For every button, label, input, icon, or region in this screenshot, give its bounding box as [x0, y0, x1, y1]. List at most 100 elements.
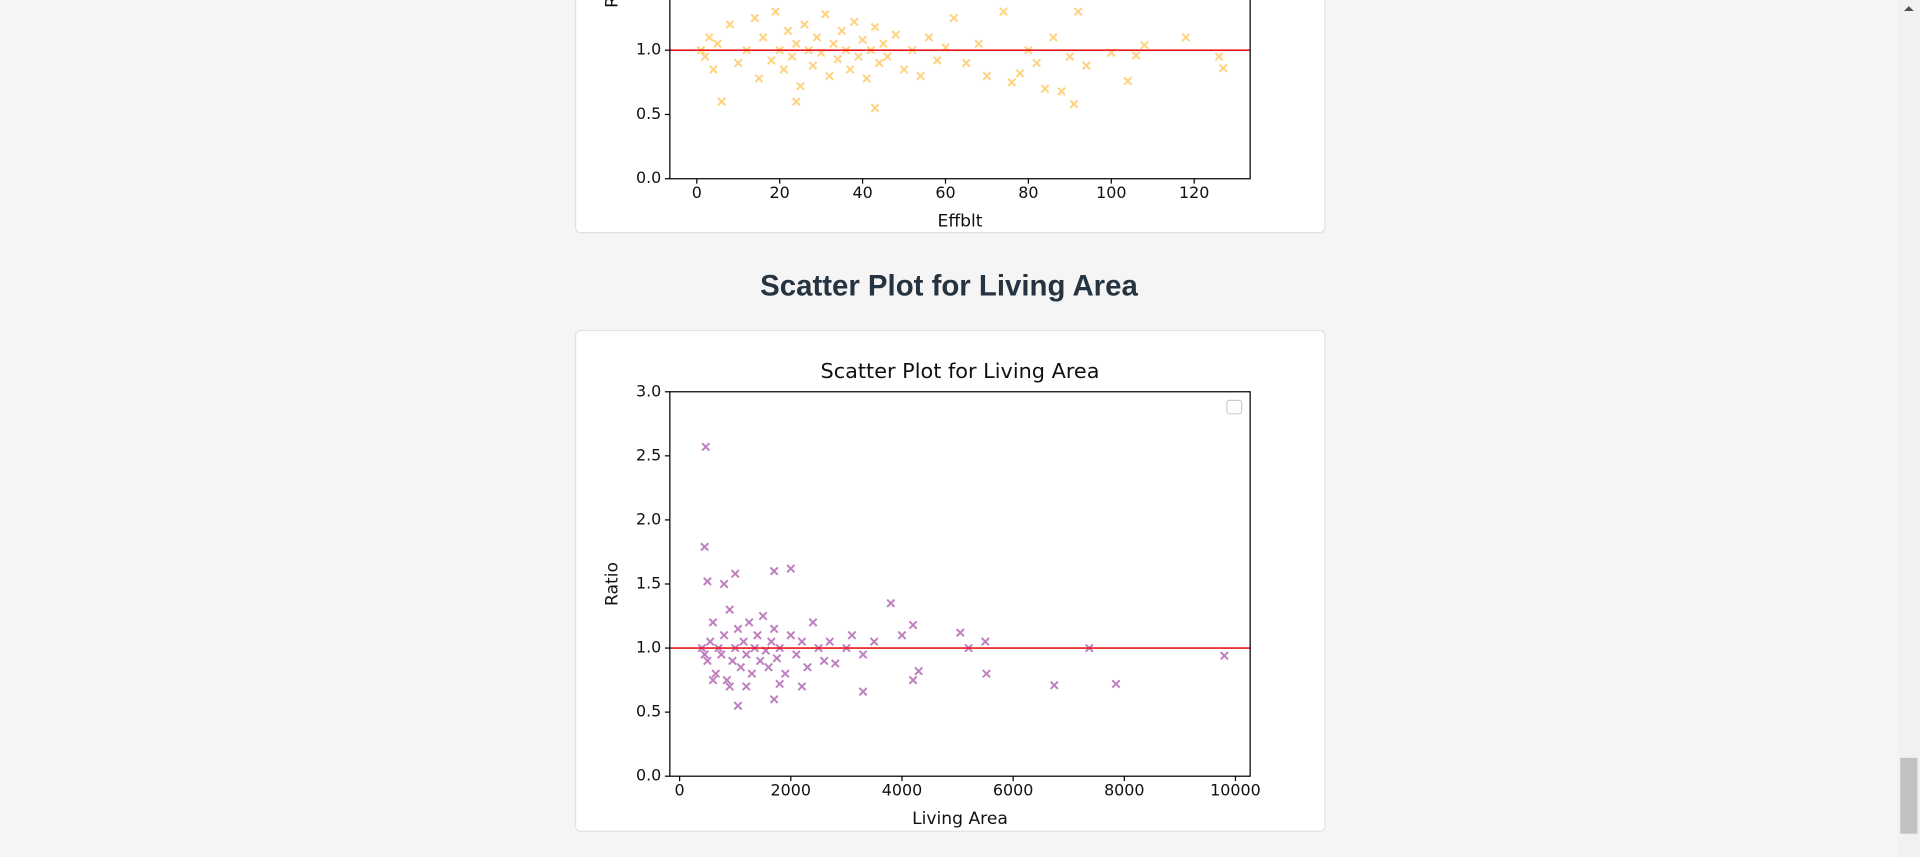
point — [725, 605, 735, 614]
point — [791, 650, 801, 659]
section-heading: Scatter Plot for Living Area — [760, 269, 1138, 302]
y-tick-label: 3.0 — [636, 381, 661, 400]
point — [870, 22, 880, 32]
point — [1140, 40, 1149, 50]
point — [999, 7, 1008, 16]
point — [783, 26, 793, 36]
point — [747, 669, 757, 679]
x-tick-label: 80 — [1018, 183, 1038, 202]
scrollbar[interactable] — [1897, 0, 1920, 857]
point — [1015, 68, 1025, 78]
y-tick-label: 2.0 — [636, 509, 661, 528]
point — [704, 32, 714, 42]
point — [808, 61, 818, 70]
point — [847, 630, 857, 640]
point — [771, 7, 780, 16]
point — [753, 630, 762, 640]
x-tick-label: 8000 — [1104, 780, 1144, 799]
x-tick-label: 2000 — [771, 780, 811, 799]
point — [914, 666, 924, 676]
scroll-thumb[interactable] — [1900, 757, 1918, 834]
point — [750, 13, 760, 23]
point — [980, 637, 990, 647]
point — [780, 669, 790, 679]
point — [741, 682, 751, 691]
point — [1218, 63, 1228, 73]
point — [797, 682, 807, 691]
point — [849, 17, 859, 27]
point — [845, 65, 855, 74]
point — [982, 71, 992, 81]
x-tick-label: 20 — [770, 183, 790, 202]
y-tick-label: 1.0 — [636, 638, 661, 657]
point — [1082, 61, 1091, 70]
point — [830, 659, 840, 668]
point — [1111, 679, 1121, 689]
point — [708, 675, 718, 685]
point — [775, 679, 785, 689]
point — [725, 682, 735, 691]
point — [833, 54, 843, 64]
point — [899, 65, 909, 74]
point — [769, 566, 779, 576]
point — [713, 39, 722, 49]
point — [974, 39, 984, 49]
point — [708, 618, 718, 627]
point — [744, 618, 754, 627]
point — [730, 569, 740, 579]
point — [725, 20, 735, 29]
point — [741, 650, 751, 659]
point — [711, 669, 721, 679]
point — [858, 687, 868, 696]
point — [703, 577, 712, 586]
point — [786, 564, 796, 573]
point — [700, 542, 710, 552]
point — [961, 58, 971, 68]
point — [739, 637, 748, 647]
point — [796, 81, 805, 91]
point — [854, 52, 863, 61]
y-tick-label: 0.5 — [636, 702, 661, 721]
y-tick-label: 1.5 — [636, 573, 661, 592]
scroll-up[interactable] — [1903, 6, 1914, 12]
point — [701, 442, 711, 452]
point — [719, 579, 729, 589]
plot-area — [669, 0, 1251, 179]
point — [791, 39, 801, 49]
point — [755, 656, 765, 666]
chart-title: Scatter Plot for Living Area — [821, 359, 1100, 383]
plot-area — [669, 391, 1251, 777]
point — [722, 675, 732, 685]
point — [1219, 651, 1229, 661]
point — [908, 620, 918, 630]
plot-frame — [669, 0, 1251, 180]
point — [955, 628, 965, 638]
legend — [1226, 399, 1243, 415]
point — [825, 71, 834, 81]
x-tick-label: 10000 — [1210, 780, 1261, 799]
point — [829, 39, 838, 49]
point — [837, 26, 847, 36]
plot-frame — [669, 391, 1251, 777]
x-tick-label: 100 — [1096, 183, 1126, 202]
x-tick-label: 6000 — [993, 780, 1033, 799]
point — [700, 650, 710, 659]
point — [878, 39, 888, 49]
point — [869, 637, 879, 647]
point — [797, 637, 807, 647]
point — [787, 52, 797, 61]
point — [733, 701, 743, 711]
point — [786, 630, 796, 640]
point — [1057, 86, 1066, 96]
point — [891, 30, 901, 40]
point — [1123, 76, 1133, 86]
x-tick-label: 60 — [935, 183, 955, 202]
point — [908, 675, 918, 685]
point — [1049, 680, 1059, 690]
x-tick-label: 0 — [675, 780, 685, 799]
point — [766, 637, 776, 647]
point — [733, 58, 743, 68]
point — [1065, 52, 1075, 61]
